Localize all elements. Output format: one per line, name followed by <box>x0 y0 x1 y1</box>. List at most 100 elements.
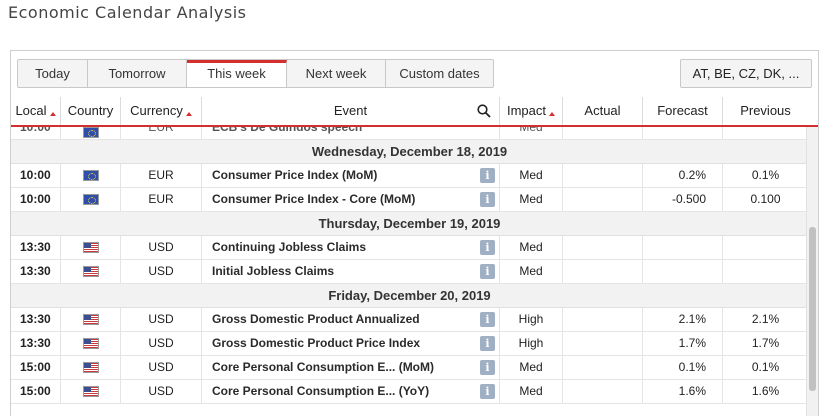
actual-cell <box>563 308 643 331</box>
vertical-scrollbar[interactable] <box>806 127 818 416</box>
country-cell <box>61 164 121 187</box>
eu-flag-icon <box>82 170 99 182</box>
column-local[interactable]: Local <box>11 97 61 125</box>
info-icon[interactable]: i <box>480 384 495 399</box>
info-icon[interactable]: i <box>480 168 495 183</box>
impact-cell: Med <box>500 356 563 379</box>
table-row[interactable]: 15:00 USD Core Personal Consumption E...… <box>11 356 808 380</box>
currency-cell: EUR <box>121 188 202 211</box>
tab-custom-dates[interactable]: Custom dates <box>399 66 480 81</box>
info-icon[interactable]: i <box>480 240 495 255</box>
info-icon[interactable]: i <box>480 336 495 351</box>
eu-flag-icon <box>82 194 99 206</box>
impact-cell: Med <box>500 127 563 139</box>
tab-this-week[interactable]: This week <box>187 60 287 87</box>
event-name[interactable]: Gross Domestic Product Annualized <box>212 312 420 326</box>
economic-calendar-widget: Today Tomorrow This week Next week Custo… <box>10 50 819 416</box>
table-row[interactable]: 10:00 EUR ECB's De Guindos speech Med <box>11 127 808 140</box>
column-country[interactable]: Country <box>61 97 121 125</box>
time-cell: 15:00 <box>11 380 61 403</box>
table-row[interactable]: 10:00 EUR Consumer Price Index (MoM) i Me… <box>11 164 808 188</box>
time-cell: 13:30 <box>11 308 61 331</box>
us-flag-icon <box>82 314 99 326</box>
actual-cell <box>563 127 643 139</box>
actual-cell <box>563 164 643 187</box>
event-cell: Initial Jobless Claims i <box>202 260 500 283</box>
time-cell: 10:00 <box>11 188 61 211</box>
event-cell: Gross Domestic Product Annualized i <box>202 308 500 331</box>
us-flag-icon <box>82 338 99 350</box>
currency-cell: USD <box>121 380 202 403</box>
info-icon[interactable]: i <box>480 360 495 375</box>
info-icon[interactable]: i <box>480 312 495 327</box>
event-name[interactable]: Continuing Jobless Claims <box>212 240 367 254</box>
forecast-cell: 2.1% <box>643 308 723 331</box>
column-previous-label: Previous <box>740 103 791 118</box>
column-currency[interactable]: Currency <box>121 97 202 125</box>
us-flag-icon <box>82 362 99 374</box>
event-name[interactable]: Initial Jobless Claims <box>212 264 335 278</box>
table-row[interactable]: 15:00 USD Core Personal Consumption E...… <box>11 380 808 404</box>
currency-cell: EUR <box>121 127 202 139</box>
day-header: Thursday, December 19, 2019 <box>11 212 808 236</box>
table-row[interactable]: 13:30 USD Initial Jobless Claims i Med <box>11 260 808 284</box>
scrollbar-thumb[interactable] <box>809 227 816 391</box>
tab-today[interactable]: Today <box>18 60 88 87</box>
date-range-tabs: Today Tomorrow This week Next week Custo… <box>17 59 494 88</box>
column-actual-label: Actual <box>584 103 621 118</box>
previous-cell: 0.1% <box>751 168 780 182</box>
time-cell: 13:30 <box>11 260 61 283</box>
country-cell <box>61 260 121 283</box>
eu-flag-icon <box>82 127 99 138</box>
impact-cell: High <box>500 308 563 331</box>
actual-cell <box>563 380 643 403</box>
table-row[interactable]: 13:30 USD Gross Domestic Product Annuali… <box>11 308 808 332</box>
previous-cell: 1.7% <box>751 336 780 350</box>
search-icon[interactable] <box>477 104 491 118</box>
impact-cell: Med <box>500 236 563 259</box>
info-icon[interactable]: i <box>480 264 495 279</box>
forecast-cell <box>643 236 723 259</box>
column-forecast-label: Forecast <box>657 103 708 118</box>
time-cell: 13:30 <box>11 236 61 259</box>
day-header: Wednesday, December 18, 2019 <box>11 140 808 164</box>
country-cell <box>61 356 121 379</box>
column-actual[interactable]: Actual <box>563 97 643 125</box>
column-impact[interactable]: Impact <box>500 97 563 125</box>
actual-cell <box>563 188 643 211</box>
impact-cell: Med <box>500 188 563 211</box>
forecast-cell: -0.500 <box>643 188 723 211</box>
event-name[interactable]: Core Personal Consumption E... (YoY) <box>212 384 430 398</box>
event-name[interactable]: Consumer Price Index (MoM) <box>212 168 378 182</box>
actual-cell <box>563 332 643 355</box>
event-name[interactable]: Gross Domestic Product Price Index <box>212 336 421 350</box>
time-cell: 13:30 <box>11 332 61 355</box>
event-name[interactable]: Core Personal Consumption E... (MoM) <box>212 360 435 374</box>
column-forecast[interactable]: Forecast <box>643 97 723 125</box>
table-row[interactable]: 13:30 USD Continuing Jobless Claims i Med <box>11 236 808 260</box>
event-name[interactable]: Consumer Price Index - Core (MoM) <box>212 192 416 206</box>
actual-cell <box>563 236 643 259</box>
column-previous[interactable]: Previous <box>723 97 808 125</box>
time-cell: 15:00 <box>11 356 61 379</box>
event-cell: Core Personal Consumption E... (MoM) i <box>202 356 500 379</box>
tab-tomorrow[interactable]: Tomorrow <box>88 60 187 87</box>
info-icon[interactable]: i <box>480 192 495 207</box>
impact-cell: High <box>500 332 563 355</box>
table-row[interactable]: 10:00 EUR Consumer Price Index - Core (M… <box>11 188 808 212</box>
currency-cell: USD <box>121 356 202 379</box>
table-row[interactable]: 13:30 USD Gross Domestic Product Price I… <box>11 332 808 356</box>
previous-cell: 2.1% <box>751 312 780 326</box>
tab-next-week[interactable]: Next week <box>287 60 386 87</box>
us-flag-icon <box>82 386 99 398</box>
previous-cell <box>723 127 808 139</box>
column-event-label: Event <box>333 103 368 118</box>
event-cell: Consumer Price Index - Core (MoM) i <box>202 188 500 211</box>
impact-cell: Med <box>500 260 563 283</box>
actual-cell <box>563 356 643 379</box>
column-impact-label: Impact <box>506 103 546 118</box>
column-event[interactable]: Event <box>202 97 500 125</box>
forecast-cell <box>643 127 723 139</box>
country-filter-button[interactable]: AT, BE, CZ, DK, ... <box>680 59 812 88</box>
previous-cell: 0.1% <box>751 360 780 374</box>
